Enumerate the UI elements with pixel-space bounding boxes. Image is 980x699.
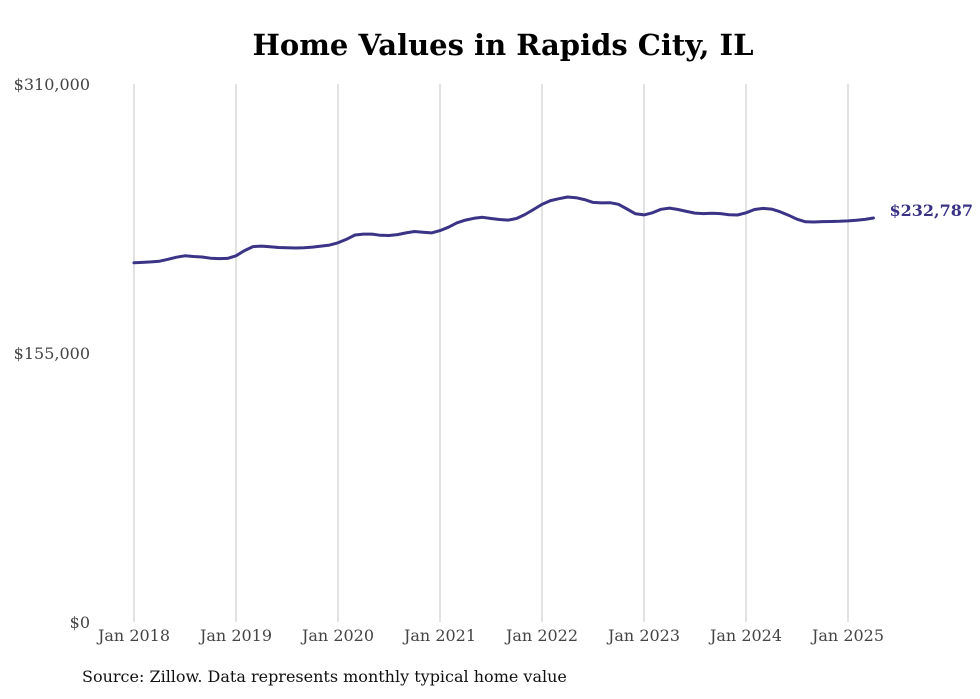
- end-value-label: $232,787: [890, 201, 974, 220]
- y-tick-label: $310,000: [14, 75, 90, 94]
- x-tick-label: Jan 2022: [504, 626, 578, 645]
- grid-lines: [133, 84, 849, 622]
- x-tick-label: Jan 2021: [402, 626, 476, 645]
- x-tick-label: Jan 2018: [96, 626, 170, 645]
- source-note: Source: Zillow. Data represents monthly …: [82, 667, 567, 686]
- x-tick-label: Jan 2023: [606, 626, 680, 645]
- series-line: [132, 195, 875, 265]
- y-axis-labels: $0 $155,000 $310,000: [14, 75, 90, 632]
- x-tick-label: Jan 2020: [300, 626, 374, 645]
- x-tick-label: Jan 2024: [708, 626, 782, 645]
- y-tick-label: $155,000: [14, 344, 90, 363]
- x-tick-label: Jan 2019: [198, 626, 272, 645]
- y-tick-label: $0: [70, 613, 90, 632]
- chart-title: Home Values in Rapids City, IL: [252, 28, 754, 62]
- x-tick-label: Jan 2025: [810, 626, 884, 645]
- x-axis-labels: Jan 2018 Jan 2019 Jan 2020 Jan 2021 Jan 2022…: [96, 626, 884, 645]
